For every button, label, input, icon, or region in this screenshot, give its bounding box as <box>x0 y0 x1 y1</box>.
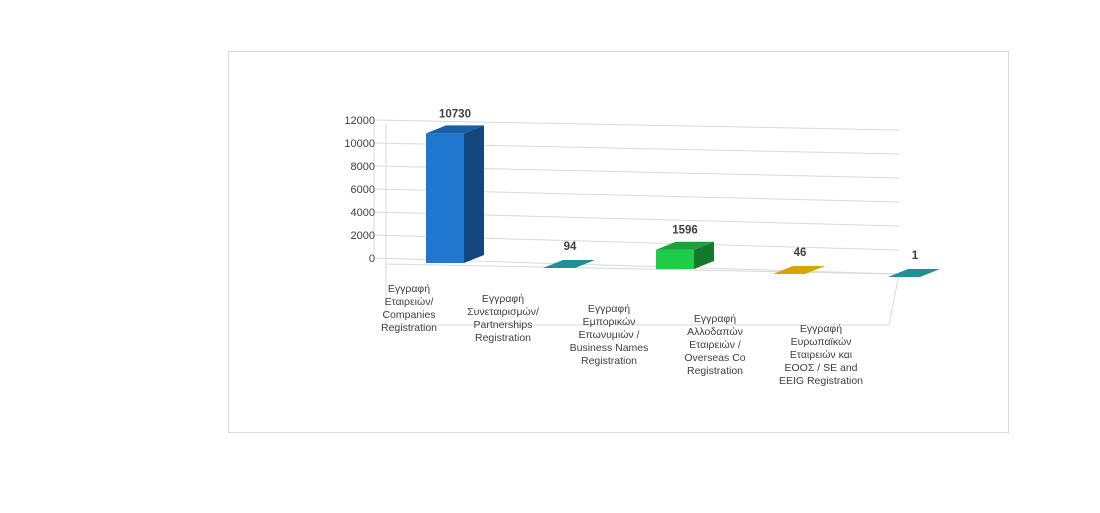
gridline <box>373 119 900 131</box>
floor <box>385 263 900 326</box>
category-label: Εγγραφή Αλλοδαπών Εταιρειών / Overseas Co Re… <box>684 313 745 377</box>
bar-side <box>464 125 484 264</box>
bar <box>773 266 825 274</box>
bar <box>888 269 940 277</box>
bar-top <box>426 125 484 134</box>
y-tick-label: 8000 <box>351 161 375 173</box>
bar <box>426 133 464 263</box>
data-label: 1596 <box>672 225 698 237</box>
category-label: Εγγραφή Συνεταιρισμών/Partnerships Registr… <box>467 293 539 344</box>
category-label: Εγγραφή Ευρωπαϊκών Εταιρειών και ΕΟΟΣ / SE … <box>779 323 863 387</box>
bar <box>543 260 595 268</box>
y-tick-label: 12000 <box>344 115 375 127</box>
y-tick-label: 6000 <box>351 184 375 196</box>
y-tick-label: 10000 <box>344 138 375 150</box>
y-tick-label: 2000 <box>351 230 375 242</box>
data-label: 10730 <box>439 108 471 120</box>
data-label: 46 <box>794 247 807 259</box>
bar-top <box>656 241 714 250</box>
y-tick-label: 4000 <box>351 207 375 219</box>
chart-frame: 0 2000 4000 6000 8000 10000 12000 10730 Εγγραφή Ε… <box>228 51 1009 433</box>
y-tick-label: 0 <box>369 253 375 265</box>
category-label: Εγγραφή Εταιρειών/Companies Registration <box>381 283 437 334</box>
data-label: 1 <box>912 250 919 262</box>
bar <box>656 249 694 269</box>
category-label: Εγγραφή Εμπορικών Επωνυμιών / Business Name… <box>570 303 649 367</box>
data-label: 94 <box>564 241 577 253</box>
bar-side <box>694 241 714 269</box>
bar-chart-3d: 0 2000 4000 6000 8000 10000 12000 10730 Εγγραφή Ε… <box>344 108 940 387</box>
